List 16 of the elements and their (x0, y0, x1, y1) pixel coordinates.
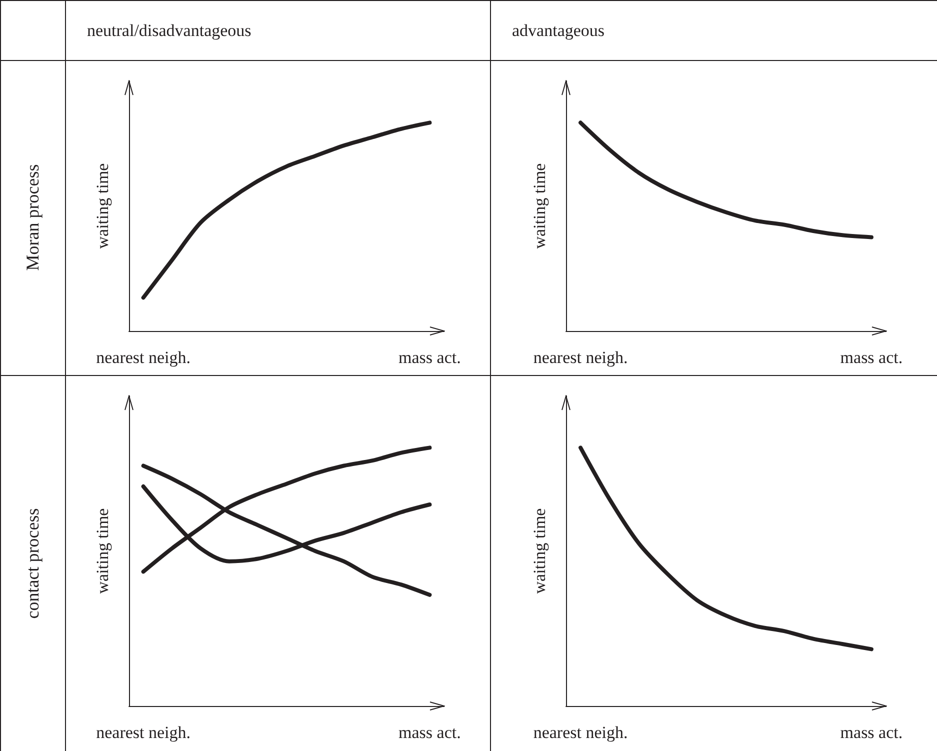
x-tick-label: nearest neigh. (533, 348, 628, 367)
x-tick-label: nearest neigh. (96, 723, 191, 742)
x-tick-label: mass act. (840, 348, 903, 367)
y-axis-title: waiting time (530, 508, 549, 594)
x-tick-label: mass act. (398, 723, 461, 742)
text: contact process (22, 508, 44, 618)
x-tick-label: nearest neigh. (533, 723, 628, 742)
x-tick-label: mass act. (840, 723, 903, 742)
chart-title: neutral/disadvantageous (65, 0, 491, 61)
y-axis-title: waiting time (93, 508, 112, 594)
text: Moran process (22, 164, 44, 271)
y-axis-title: waiting time (530, 163, 549, 249)
x-tick-label: mass act. (398, 348, 461, 367)
chart-title: advantageous (490, 0, 937, 61)
y-axis-title: waiting time (93, 163, 112, 249)
x-tick-label: nearest neigh. (96, 348, 191, 367)
